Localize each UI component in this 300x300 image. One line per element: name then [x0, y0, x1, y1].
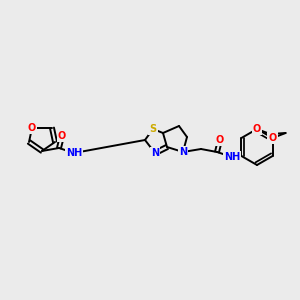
- Text: N: N: [151, 148, 159, 158]
- Text: NH: NH: [224, 152, 240, 162]
- Text: O: O: [216, 135, 224, 145]
- Text: N: N: [179, 147, 187, 157]
- Text: NH: NH: [66, 148, 82, 158]
- Text: O: O: [58, 131, 66, 141]
- Text: O: O: [253, 124, 261, 134]
- Text: O: O: [268, 133, 277, 143]
- Text: S: S: [149, 124, 157, 134]
- Text: O: O: [28, 123, 36, 133]
